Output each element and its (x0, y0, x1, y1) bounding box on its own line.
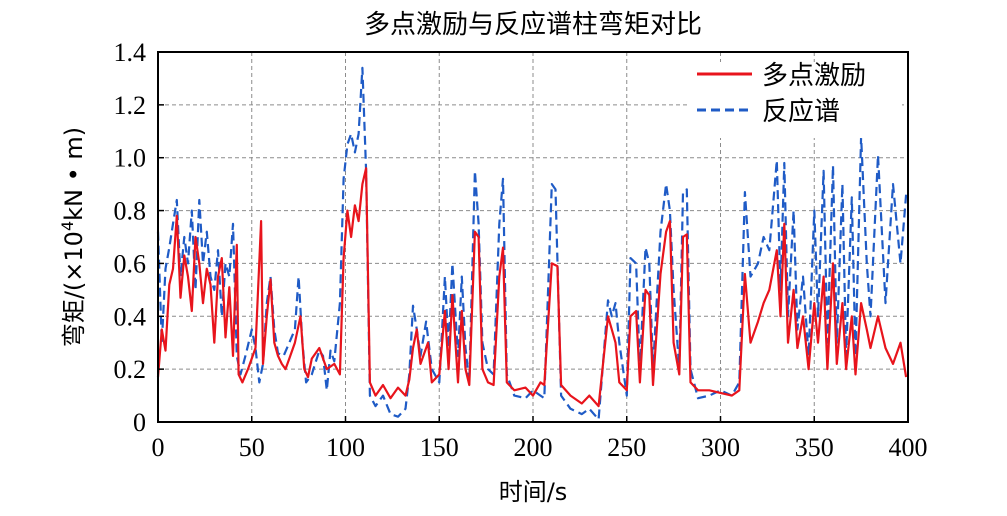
series-line-response-spectrum (156, 66, 908, 421)
y-tick-label: 1.0 (114, 144, 147, 173)
y-axis-label-suffix: kN • m) (60, 127, 88, 221)
x-tick-label: 200 (514, 433, 553, 462)
y-tick-label: 0.4 (114, 302, 147, 331)
x-tick-label: 250 (607, 433, 646, 462)
x-tick-label: 400 (889, 433, 928, 462)
series-layer (156, 66, 908, 421)
legend-label-multi-point: 多点激励 (762, 61, 866, 91)
y-tick-label: 1.2 (114, 91, 147, 120)
y-tick-label: 1.4 (114, 38, 147, 67)
x-tick-label: 0 (152, 433, 165, 462)
legend: 多点激励 反应谱 (690, 61, 902, 138)
y-axis-label-exponent: 4 (58, 221, 77, 231)
y-tick-label: 0.6 (114, 249, 147, 278)
x-tick-label: 100 (326, 433, 365, 462)
x-tick-label: 150 (420, 433, 459, 462)
y-axis-label-prefix: 弯矩/(×10 (60, 231, 88, 347)
x-tick-label: 300 (701, 433, 740, 462)
y-tick-label: 0.2 (114, 355, 147, 384)
x-axis-ticks: 0 50 100 150 200 250 300 350 400 (152, 416, 928, 462)
y-axis-ticks: 0 0.2 0.4 0.6 0.8 1.0 1.2 1.4 (114, 38, 164, 437)
series-line-multi-point (156, 167, 908, 408)
y-tick-label: 0 (133, 408, 146, 437)
x-tick-label: 350 (795, 433, 834, 462)
x-axis-label: 时间/s (499, 478, 568, 506)
x-tick-label: 50 (239, 433, 265, 462)
y-axis-label: 弯矩/(×104kN • m) (58, 127, 88, 347)
y-tick-label: 0.8 (114, 197, 147, 226)
legend-label-response-spectrum: 反应谱 (762, 97, 840, 127)
chart-title: 多点激励与反应谱柱弯矩对比 (364, 10, 702, 40)
